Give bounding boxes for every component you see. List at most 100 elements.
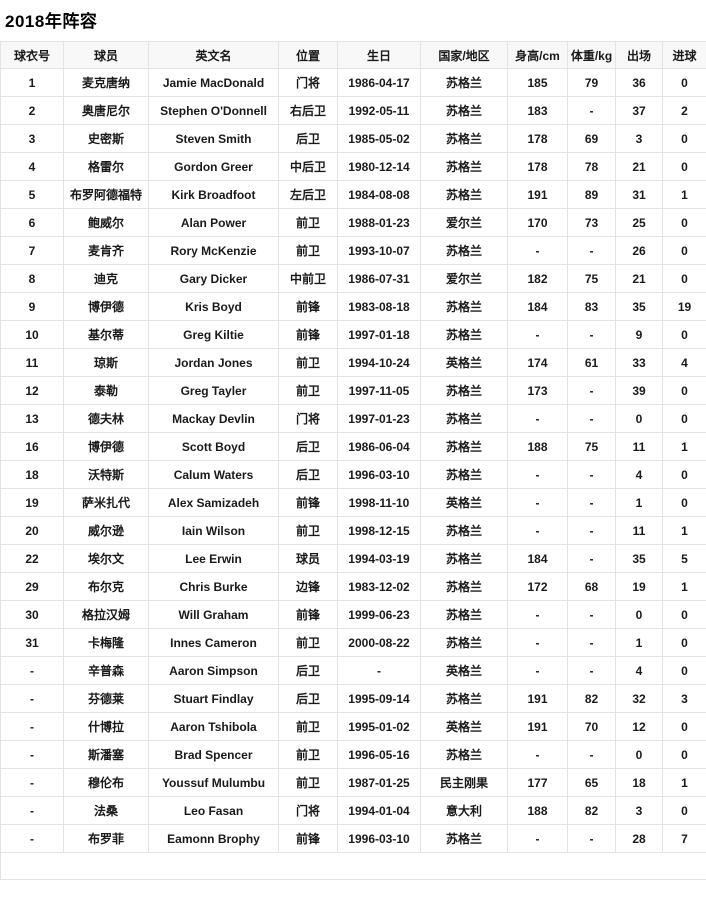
table-cell: - — [337, 656, 421, 685]
table-cell: 0 — [662, 460, 706, 489]
table-cell: 29 — [0, 572, 64, 601]
table-cell: 埃尔文 — [63, 544, 149, 573]
table-cell: 前卫 — [278, 208, 338, 237]
table-cell: 12 — [0, 376, 64, 405]
table-cell: 0 — [662, 628, 706, 657]
table-cell: 0 — [615, 740, 663, 769]
table-row: - 布罗菲 Eamonn Brophy 前锋 1996-03-10 苏格兰 - -28 7 — [0, 824, 706, 853]
table-cell: 前锋 — [278, 320, 338, 349]
table-cell: - — [567, 824, 616, 853]
table-cell: 英格兰 — [420, 712, 508, 741]
table-cell: 德夫林 — [63, 404, 149, 433]
table-cell: Scott Boyd — [148, 432, 279, 461]
table-cell: - — [567, 628, 616, 657]
table-cell: 苏格兰 — [420, 460, 508, 489]
table-cell: Aaron Simpson — [148, 656, 279, 685]
table-cell: 什博拉 — [63, 712, 149, 741]
table-cell: 前卫 — [278, 768, 338, 797]
table-cell: - — [0, 768, 64, 797]
table-cell: Gordon Greer — [148, 152, 279, 181]
table-cell: 1996-05-16 — [337, 740, 421, 769]
table-cell: Greg Kiltie — [148, 320, 279, 349]
table-cell: 61 — [567, 348, 616, 377]
table-cell: Iain Wilson — [148, 516, 279, 545]
table-cell: 左后卫 — [278, 180, 338, 209]
table-cell: - — [567, 600, 616, 629]
table-cell: 1999-06-23 — [337, 600, 421, 629]
table-cell: 1 — [662, 180, 706, 209]
table-cell: 172 — [507, 572, 568, 601]
table-cell: 1 — [615, 488, 663, 517]
table-cell: 门将 — [278, 796, 338, 825]
table-cell: 苏格兰 — [420, 572, 508, 601]
table-cell: 184 — [507, 544, 568, 573]
table-cell: 7 — [662, 824, 706, 853]
table-cell: 后卫 — [278, 460, 338, 489]
table-row: 4 格雷尔 Gordon Greer 中后卫 1980-12-14 苏格兰 178 78 21 0 — [0, 152, 706, 181]
header-cell: 体重/kg — [567, 41, 616, 69]
table-cell: 2 — [662, 96, 706, 125]
table-cell: 191 — [507, 712, 568, 741]
table-cell: 格拉汉姆 — [63, 600, 149, 629]
table-cell: 170 — [507, 208, 568, 237]
table-row: - 什博拉 Aaron Tshibola 前卫 1995-01-02 英格兰 191 70 12… — [0, 712, 706, 741]
table-cell: Jordan Jones — [148, 348, 279, 377]
table-cell: 0 — [662, 376, 706, 405]
table-cell: Eamonn Brophy — [148, 824, 279, 853]
table-cell: 1996-03-10 — [337, 460, 421, 489]
table-cell: 0 — [662, 712, 706, 741]
table-cell: Will Graham — [148, 600, 279, 629]
table-cell: 2000-08-22 — [337, 628, 421, 657]
table-cell: - — [567, 96, 616, 125]
table-cell: 苏格兰 — [420, 544, 508, 573]
table-cell: - — [0, 712, 64, 741]
table-header-row: 球衣号 球员 英文名 位置 生日 国家/地区 身高/cm 体重/kg 出场 进球 — [0, 41, 706, 69]
table-cell: 边锋 — [278, 572, 338, 601]
table-cell: 苏格兰 — [420, 376, 508, 405]
table-cell: 1986-06-04 — [337, 432, 421, 461]
table-cell: 苏格兰 — [420, 180, 508, 209]
table-cell: Kirk Broadfoot — [148, 180, 279, 209]
table-cell: 183 — [507, 96, 568, 125]
table-cell: 泰勒 — [63, 376, 149, 405]
header-cell: 出场 — [615, 41, 663, 69]
table-row: - 法桑 Leo Fasan 门将 1994-01-04 意大利 188 82 3 0 — [0, 796, 706, 825]
table-cell: 1 — [0, 68, 64, 97]
table-cell: 75 — [567, 432, 616, 461]
header-cell: 进球 — [662, 41, 706, 69]
table-row: 9 博伊德 Kris Boyd 前锋 1983-08-18 苏格兰 184 83 35 19 — [0, 292, 706, 321]
table-cell: 185 — [507, 68, 568, 97]
table-cell: Brad Spencer — [148, 740, 279, 769]
table-cell: 辛普森 — [63, 656, 149, 685]
table-cell: 7 — [0, 236, 64, 265]
table-cell: 0 — [662, 152, 706, 181]
table-cell: - — [507, 404, 568, 433]
table-cell: 2 — [0, 96, 64, 125]
table-cell: - — [567, 488, 616, 517]
table-cell: 18 — [0, 460, 64, 489]
table-cell: - — [0, 796, 64, 825]
table-row: 22 埃尔文 Lee Erwin 球员 1994-03-19 苏格兰 184-35 5 — [0, 544, 706, 573]
table-cell: - — [507, 600, 568, 629]
table-cell: 0 — [662, 208, 706, 237]
table-cell: 1997-11-05 — [337, 376, 421, 405]
table-cell: 1984-08-08 — [337, 180, 421, 209]
table-row: 16 博伊德 Scott Boyd 后卫 1986-06-04 苏格兰 188 75 11 1 — [0, 432, 706, 461]
table-cell: 39 — [615, 376, 663, 405]
table-cell: 0 — [662, 656, 706, 685]
table-cell: 1993-10-07 — [337, 236, 421, 265]
table-row: 1 麦克唐纳 Jamie MacDonald 门将 1986-04-17 苏格兰 185 79… — [0, 68, 706, 97]
table-cell: 10 — [0, 320, 64, 349]
table-cell: 191 — [507, 180, 568, 209]
header-cell: 身高/cm — [507, 41, 568, 69]
table-cell: 4 — [615, 460, 663, 489]
table-cell: 英格兰 — [420, 348, 508, 377]
table-cell: 65 — [567, 768, 616, 797]
table-row: 19 萨米扎代 Alex Samizadeh 前锋 1998-11-10 英格兰 - -1 0 — [0, 488, 706, 517]
table-cell: 1986-07-31 — [337, 264, 421, 293]
table-cell: 琼斯 — [63, 348, 149, 377]
table-cell: 89 — [567, 180, 616, 209]
table-cell: 1994-01-04 — [337, 796, 421, 825]
table-cell: 1980-12-14 — [337, 152, 421, 181]
table-cell: 32 — [615, 684, 663, 713]
